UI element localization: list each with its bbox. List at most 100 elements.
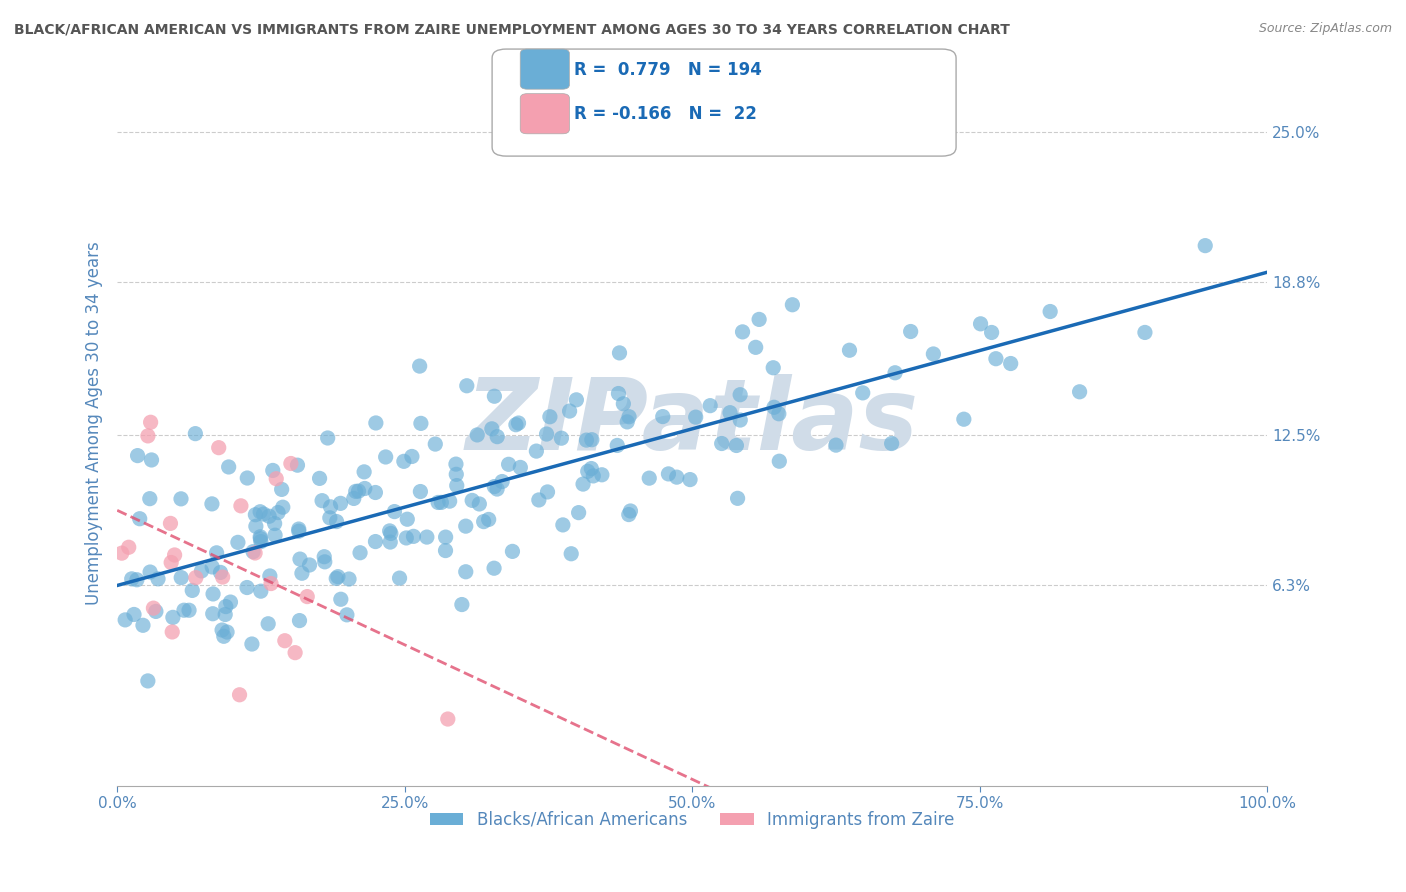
- Point: [284, 646, 307, 660]
- Point: [617, 409, 640, 424]
- Point: [211, 570, 233, 584]
- Point: [252, 507, 274, 521]
- Point: [501, 544, 523, 558]
- Point: [581, 461, 603, 475]
- Point: [465, 428, 488, 442]
- Point: [378, 524, 401, 538]
- Point: [782, 298, 804, 312]
- Point: [177, 603, 200, 617]
- Text: R =  0.779   N = 194: R = 0.779 N = 194: [574, 61, 762, 78]
- Point: [461, 493, 484, 508]
- Point: [267, 506, 290, 520]
- Point: [616, 415, 638, 429]
- Point: [612, 397, 634, 411]
- Point: [434, 543, 457, 558]
- Point: [768, 407, 790, 421]
- Point: [727, 491, 749, 506]
- Point: [215, 599, 238, 614]
- Point: [298, 558, 321, 572]
- Point: [436, 712, 458, 726]
- Point: [984, 351, 1007, 366]
- Point: [314, 555, 336, 569]
- Point: [1000, 357, 1022, 371]
- Point: [364, 485, 387, 500]
- Point: [190, 564, 212, 578]
- Point: [170, 491, 193, 506]
- Point: [314, 549, 336, 564]
- Point: [329, 592, 352, 607]
- Point: [446, 478, 468, 492]
- Point: [763, 401, 786, 415]
- Point: [343, 491, 366, 506]
- Point: [159, 516, 181, 531]
- Point: [336, 607, 359, 622]
- Point: [111, 546, 134, 560]
- Point: [184, 571, 207, 585]
- Point: [257, 509, 280, 524]
- Point: [181, 583, 204, 598]
- Point: [326, 569, 349, 583]
- Point: [607, 386, 630, 401]
- Point: [288, 524, 311, 539]
- Point: [395, 531, 418, 545]
- Point: [257, 616, 280, 631]
- Point: [396, 512, 419, 526]
- Point: [509, 460, 531, 475]
- Point: [454, 565, 477, 579]
- Point: [484, 389, 506, 403]
- Point: [491, 475, 513, 489]
- Point: [344, 484, 367, 499]
- Point: [319, 500, 342, 514]
- Point: [122, 607, 145, 622]
- Point: [132, 618, 155, 632]
- Point: [264, 528, 287, 542]
- Point: [409, 484, 432, 499]
- Point: [329, 496, 352, 510]
- Point: [456, 378, 478, 392]
- Point: [482, 561, 505, 575]
- Point: [838, 343, 860, 358]
- Point: [768, 454, 790, 468]
- Point: [249, 530, 271, 544]
- Point: [364, 416, 387, 430]
- Point: [505, 417, 527, 432]
- Point: [160, 624, 183, 639]
- Point: [240, 637, 263, 651]
- Point: [560, 547, 582, 561]
- Point: [748, 312, 770, 326]
- Point: [291, 566, 314, 581]
- Point: [572, 477, 595, 491]
- Point: [316, 431, 339, 445]
- Point: [679, 473, 702, 487]
- Point: [226, 535, 249, 549]
- Point: [260, 576, 283, 591]
- Point: [308, 471, 330, 485]
- Point: [125, 573, 148, 587]
- Point: [484, 479, 506, 493]
- Point: [243, 546, 266, 560]
- Point: [1194, 238, 1216, 252]
- Point: [657, 467, 679, 481]
- Y-axis label: Unemployment Among Ages 30 to 34 years: Unemployment Among Ages 30 to 34 years: [86, 241, 103, 605]
- Point: [609, 346, 631, 360]
- Point: [128, 512, 150, 526]
- Point: [236, 471, 259, 485]
- Point: [141, 453, 163, 467]
- Point: [270, 483, 292, 497]
- Point: [249, 532, 271, 546]
- Point: [481, 422, 503, 436]
- Point: [451, 598, 474, 612]
- Point: [201, 607, 224, 621]
- Point: [287, 522, 309, 536]
- Point: [262, 463, 284, 477]
- Point: [728, 388, 751, 402]
- Point: [211, 623, 233, 637]
- Point: [136, 673, 159, 688]
- Point: [551, 517, 574, 532]
- Point: [606, 438, 628, 452]
- Point: [638, 471, 661, 485]
- Point: [900, 325, 922, 339]
- Point: [685, 410, 707, 425]
- Point: [825, 438, 848, 452]
- Point: [699, 399, 721, 413]
